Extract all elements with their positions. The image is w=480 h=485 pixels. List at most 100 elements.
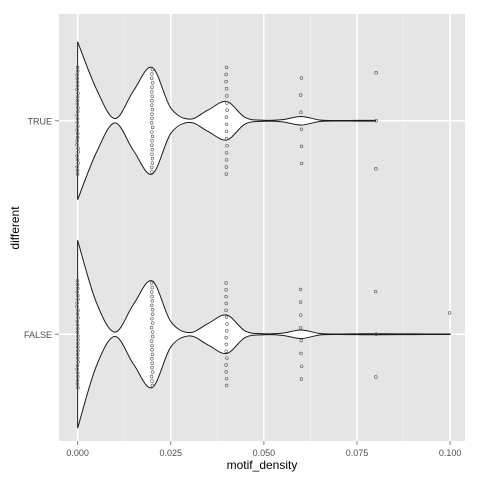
- data-point: [225, 356, 229, 360]
- data-point: [224, 335, 228, 340]
- data-point: [225, 101, 229, 105]
- data-point: [76, 385, 80, 390]
- data-point: [150, 139, 154, 143]
- data-point: [150, 312, 155, 316]
- data-point: [150, 308, 155, 312]
- data-point: [76, 150, 80, 154]
- data-point: [76, 286, 80, 290]
- data-point: [76, 360, 80, 364]
- data-point: [150, 130, 154, 134]
- data-point: [224, 349, 228, 354]
- data-point: [150, 316, 154, 321]
- data-point: [150, 98, 154, 103]
- data-point: [151, 81, 155, 85]
- data-point: [224, 172, 228, 176]
- data-point: [150, 112, 154, 116]
- data-point: [75, 290, 80, 294]
- data-point: [299, 110, 303, 114]
- x-tick-label: 0.050: [253, 448, 276, 458]
- data-point: [76, 91, 80, 95]
- data-point: [225, 143, 229, 148]
- data-point: [150, 299, 154, 303]
- data-point: [76, 109, 80, 114]
- data-point: [75, 131, 80, 136]
- data-point: [299, 364, 304, 368]
- data-point: [150, 383, 155, 388]
- data-point: [299, 161, 304, 166]
- plot-panel: [59, 14, 465, 441]
- data-point: [374, 375, 378, 379]
- data-point: [75, 80, 80, 84]
- data-point: [225, 108, 229, 112]
- data-point: [75, 65, 80, 70]
- data-point: [150, 72, 154, 76]
- data-point: [150, 361, 154, 365]
- data-point: [150, 294, 154, 299]
- data-point: [150, 365, 154, 370]
- data-point: [150, 67, 155, 72]
- data-point: [75, 69, 80, 73]
- data-point: [224, 79, 228, 84]
- data-point: [76, 95, 80, 99]
- data-point: [150, 285, 154, 290]
- data-point: [299, 313, 303, 317]
- data-point: [224, 72, 228, 77]
- data-point: [224, 87, 229, 91]
- data-point: [299, 127, 304, 131]
- data-point: [149, 281, 154, 285]
- data-point: [76, 293, 80, 298]
- data-point: [75, 98, 80, 103]
- data-point: [224, 288, 228, 292]
- data-point: [150, 303, 154, 307]
- data-point: [224, 308, 228, 313]
- x-tick-label: 0.000: [66, 448, 89, 458]
- y-tick-label: TRUE: [28, 116, 53, 126]
- data-point: [150, 90, 154, 94]
- violin-false: [77, 240, 451, 429]
- data-point: [75, 279, 80, 283]
- data-point: [75, 378, 80, 382]
- data-point: [75, 168, 80, 173]
- data-point: [75, 312, 80, 316]
- data-point: [76, 334, 80, 338]
- data-point: [75, 323, 80, 327]
- data-point: [299, 351, 303, 356]
- data-point: [299, 144, 304, 149]
- y-axis: TRUE FALSE: [24, 116, 59, 340]
- x-tick-label: 0.075: [346, 448, 369, 458]
- data-point: [225, 322, 229, 326]
- data-point: [151, 334, 155, 339]
- data-point: [224, 165, 229, 169]
- data-point: [75, 172, 80, 176]
- data-point: [75, 157, 80, 162]
- data-point: [150, 103, 154, 107]
- data-point: [149, 165, 154, 170]
- data-point: [75, 319, 79, 324]
- data-point: [75, 304, 79, 309]
- data-point: [224, 281, 228, 285]
- x-tick-label: 0.025: [159, 448, 182, 458]
- data-point: [224, 115, 229, 119]
- data-point: [299, 377, 304, 381]
- data-point: [75, 76, 80, 81]
- data-point: [150, 107, 155, 112]
- data-point: [150, 290, 154, 294]
- data-point: [150, 343, 154, 348]
- data-point: [298, 93, 303, 97]
- data-point: [298, 326, 303, 330]
- data-point: [76, 349, 80, 353]
- data-point: [76, 146, 80, 151]
- data-point: [76, 374, 80, 379]
- data-point: [75, 135, 80, 140]
- data-point: [75, 142, 79, 147]
- data-point: [75, 282, 80, 287]
- data-point: [75, 154, 79, 158]
- data-point: [150, 76, 154, 81]
- data-point: [150, 379, 154, 383]
- data-point: [75, 117, 80, 121]
- data-point: [447, 311, 452, 315]
- data-point: [225, 329, 229, 333]
- data-point: [150, 170, 154, 174]
- data-point: [150, 321, 155, 325]
- data-point: [224, 151, 229, 155]
